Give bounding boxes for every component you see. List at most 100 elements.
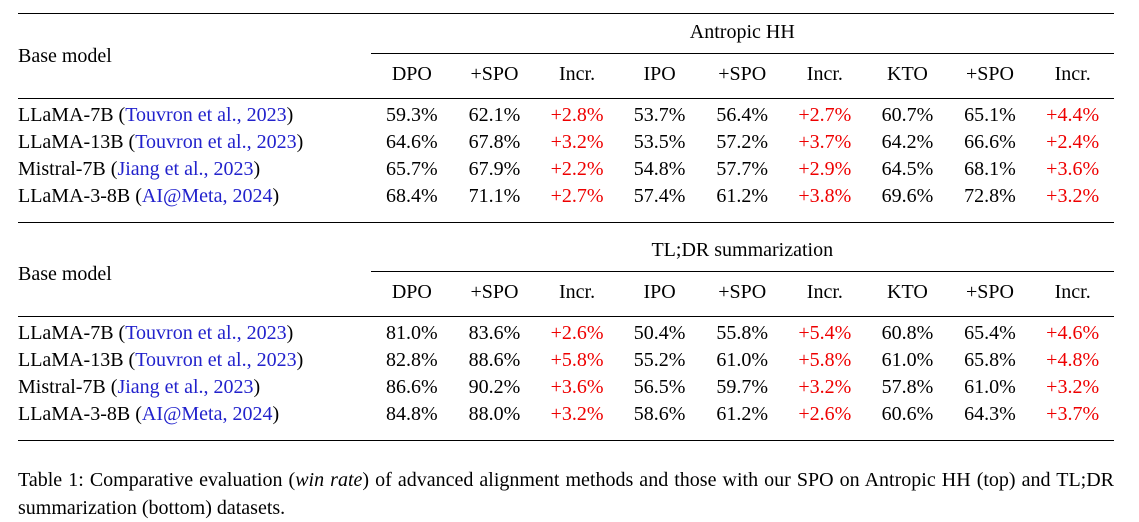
model-label-cell: Mistral-7B (Jiang et al., 2023) <box>18 158 261 180</box>
group-header-row: Base model TL;DR summarization <box>18 222 1114 285</box>
caption-italic: win rate <box>295 469 363 491</box>
citation-link[interactable]: Touvron et al., 2023 <box>135 349 297 371</box>
table-row: Mistral-7B (Jiang et al., 2023) 65.7% 67.9… <box>18 156 1114 183</box>
metric-value: 53.5% <box>633 131 686 153</box>
model-label-cell: LLaMA-7B (Touvron et al., 2023) <box>18 316 371 347</box>
metric-value: 66.6% <box>964 131 1016 153</box>
metric-value: 60.8% <box>866 316 949 347</box>
model-name: LLaMA-13B <box>18 131 124 153</box>
model-name: Mistral-7B <box>18 376 106 398</box>
column-header: +SPO <box>718 281 767 303</box>
metric-value: 59.7% <box>716 376 769 398</box>
metric-value: 68.1% <box>964 158 1016 180</box>
table-row: Mistral-7B (Jiang et al., 2023) 86.6% 90.2… <box>18 374 1114 401</box>
column-header: DPO <box>391 281 432 303</box>
metric-value: 82.8% <box>386 349 438 371</box>
model-label-cell: LLaMA-13B (Touvron et al., 2023) <box>18 131 304 153</box>
column-header: KTO <box>887 63 928 85</box>
metric-value: 57.8% <box>881 376 934 398</box>
table-caption: Table 1: Comparative evaluation (win rat… <box>18 466 1114 522</box>
table-row: LLaMA-3-8B (AI@Meta, 2024) 84.8% 88.0% +3.2… <box>18 401 1114 441</box>
column-header: +SPO <box>718 63 767 85</box>
citation-link[interactable]: AI@Meta, 2024 <box>141 403 273 425</box>
column-header: KTO <box>887 281 928 303</box>
column-header: DPO <box>391 63 432 85</box>
increase-value: +3.2% <box>1031 183 1114 223</box>
metric-value: 58.6% <box>618 401 701 441</box>
metric-value: 56.4% <box>700 98 784 129</box>
column-header-row: DPO +SPO Incr. IPO +SPO Incr. KTO +SPO Incr. <box>18 272 1114 317</box>
metric-value: 64.3% <box>948 401 1032 441</box>
column-header: IPO <box>643 281 676 303</box>
metric-value: 53.7% <box>618 98 701 129</box>
model-name: LLaMA-7B <box>18 322 114 344</box>
column-header: Incr. <box>806 281 843 303</box>
citation-link[interactable]: Touvron et al., 2023 <box>135 131 297 153</box>
metric-value: 61.2% <box>700 401 784 441</box>
column-header-row: DPO +SPO Incr. IPO +SPO Incr. KTO +SPO Incr. <box>18 54 1114 99</box>
metric-value: 50.4% <box>618 316 701 347</box>
citation-link[interactable]: Jiang et al., 2023 <box>117 158 254 180</box>
model-label-cell: Mistral-7B (Jiang et al., 2023) <box>18 376 261 398</box>
table-row: LLaMA-7B (Touvron et al., 2023) 81.0% 83.6… <box>18 316 1114 347</box>
citation-link[interactable]: Touvron et al., 2023 <box>125 322 287 344</box>
metric-value: 65.1% <box>948 98 1032 129</box>
group-header-row: Base model Antropic HH <box>18 13 1114 67</box>
column-header: Incr. <box>1054 281 1091 303</box>
increase-value: +2.6% <box>535 316 619 347</box>
increase-value: +3.2% <box>535 401 619 441</box>
metric-value: 65.7% <box>386 158 438 180</box>
increase-value: +3.6% <box>550 376 604 398</box>
metric-value: 68.4% <box>370 183 454 223</box>
dataset-group-header: TL;DR summarization <box>370 222 1114 272</box>
metric-value: 90.2% <box>468 376 521 398</box>
metric-value: 69.6% <box>866 183 949 223</box>
metric-value: 57.4% <box>618 183 701 223</box>
metric-value: 60.6% <box>866 401 949 441</box>
model-name: Mistral-7B <box>18 158 106 180</box>
model-name: LLaMA-7B <box>18 104 114 126</box>
metric-value: 64.6% <box>386 131 438 153</box>
column-header: IPO <box>643 63 676 85</box>
column-header: Incr. <box>1054 63 1091 85</box>
metric-value: 57.2% <box>716 131 769 153</box>
table-row: LLaMA-13B (Touvron et al., 2023) 82.8% 88.… <box>18 347 1114 374</box>
column-header: +SPO <box>470 63 519 85</box>
metric-value: 88.6% <box>468 349 521 371</box>
model-name: LLaMA-3-8B <box>18 185 131 207</box>
metric-value: 54.8% <box>633 158 686 180</box>
increase-value: +4.6% <box>1031 316 1114 347</box>
metric-value: 81.0% <box>370 316 454 347</box>
increase-value: +2.7% <box>535 183 619 223</box>
dataset-group-header: Antropic HH <box>370 13 1114 54</box>
metric-value: 61.0% <box>716 349 769 371</box>
citation-link[interactable]: AI@Meta, 2024 <box>141 185 273 207</box>
column-header: Incr. <box>806 63 843 85</box>
increase-value: +2.4% <box>1046 131 1100 153</box>
model-label-cell: LLaMA-3-8B (AI@Meta, 2024) <box>18 401 371 441</box>
metric-value: 84.8% <box>370 401 454 441</box>
metric-value: 61.2% <box>700 183 784 223</box>
metric-value: 67.9% <box>468 158 521 180</box>
citation-link[interactable]: Touvron et al., 2023 <box>125 104 287 126</box>
metric-value: 61.0% <box>881 349 934 371</box>
table-row: LLaMA-3-8B (AI@Meta, 2024) 68.4% 71.1% +2.7… <box>18 183 1114 223</box>
metric-value: 61.0% <box>964 376 1016 398</box>
increase-value: +2.7% <box>783 98 867 129</box>
base-model-header: Base model <box>18 263 112 285</box>
column-header: +SPO <box>470 281 519 303</box>
increase-value: +3.7% <box>798 131 852 153</box>
citation-link[interactable]: Jiang et al., 2023 <box>117 376 254 398</box>
metric-value: 55.2% <box>633 349 686 371</box>
column-header: Incr. <box>559 281 596 303</box>
metric-value: 56.5% <box>633 376 686 398</box>
metric-value: 71.1% <box>453 183 536 223</box>
metric-value: 67.8% <box>468 131 521 153</box>
metric-value: 65.4% <box>948 316 1032 347</box>
model-label-cell: LLaMA-13B (Touvron et al., 2023) <box>18 349 304 371</box>
metric-value: 62.1% <box>453 98 536 129</box>
metric-value: 64.2% <box>881 131 934 153</box>
increase-value: +5.8% <box>550 349 604 371</box>
table-row: LLaMA-13B (Touvron et al., 2023) 64.6% 67.… <box>18 129 1114 156</box>
metric-value: 86.6% <box>386 376 438 398</box>
